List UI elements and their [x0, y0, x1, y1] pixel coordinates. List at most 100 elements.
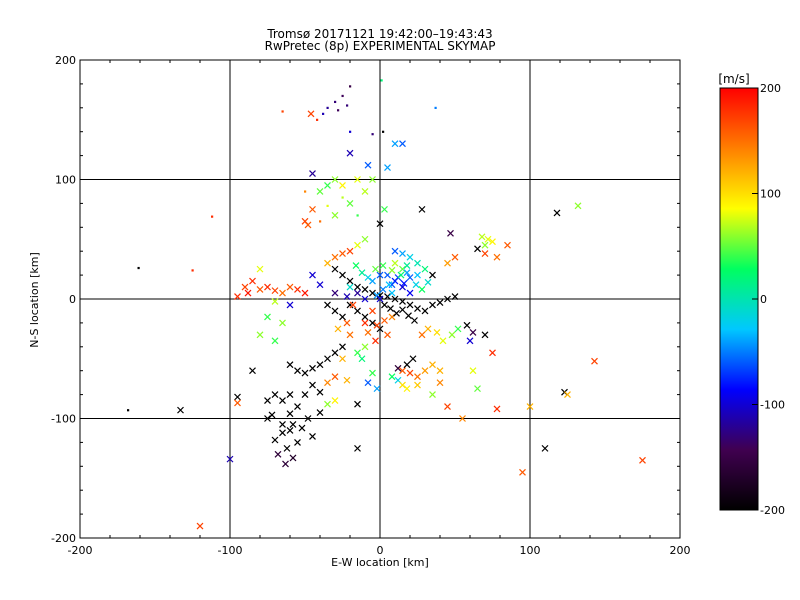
data-point-x	[444, 259, 451, 267]
data-point-x	[301, 289, 309, 297]
data-point-dot	[322, 112, 325, 115]
data-point-x	[234, 293, 241, 301]
data-point-x	[361, 343, 369, 351]
y-axis-ticks: -200 -100 0 100 200	[51, 54, 680, 545]
data-point-x	[331, 397, 339, 404]
data-point-dot	[341, 196, 344, 199]
data-point-x	[406, 369, 414, 377]
data-point-x	[343, 376, 351, 384]
colorbar-ticks: 200 100 0 -100 -200	[752, 82, 785, 517]
data-point-dot	[326, 204, 329, 207]
data-point-x	[399, 306, 406, 314]
data-point-x	[369, 176, 376, 183]
data-point-x	[352, 262, 360, 269]
data-point-x	[414, 381, 421, 389]
data-point-x	[388, 281, 396, 289]
data-point-x	[249, 277, 256, 285]
data-point-x	[429, 271, 436, 279]
data-point-x	[400, 280, 408, 287]
x-tick-label: 200	[670, 544, 691, 557]
data-point-x	[429, 391, 436, 399]
data-point-x	[394, 364, 402, 372]
data-point-x	[354, 349, 361, 357]
data-point-dot	[380, 79, 383, 82]
data-point-dot	[346, 104, 349, 107]
data-point-dot	[319, 220, 322, 223]
data-point-x	[409, 355, 417, 363]
x-axis-ticks: -200 -100 0 100 200	[68, 60, 691, 557]
data-point-x	[493, 405, 501, 413]
data-point-x	[454, 325, 462, 333]
data-point-x	[331, 349, 339, 357]
data-point-x	[481, 331, 489, 339]
data-point-x	[349, 301, 357, 309]
data-point-dot	[326, 106, 329, 109]
data-point-x	[309, 381, 316, 389]
y-tick-label: 100	[55, 174, 76, 187]
data-point-x	[316, 281, 324, 289]
data-point-x	[379, 262, 387, 269]
data-point-x	[286, 410, 294, 418]
y-tick-label: -200	[51, 532, 76, 545]
data-point-x	[354, 176, 361, 183]
data-point-x	[361, 319, 369, 327]
data-point-x	[639, 456, 646, 464]
data-point-x	[346, 199, 354, 207]
data-point-x	[481, 241, 489, 249]
y-tick-label: 0	[69, 293, 76, 306]
data-point-x	[316, 388, 324, 396]
data-point-x	[241, 283, 249, 291]
data-point-x	[361, 313, 369, 321]
data-point-x	[304, 221, 312, 229]
x-tick-label: -200	[68, 544, 93, 557]
data-point-x	[364, 161, 372, 169]
data-point-x	[279, 421, 286, 428]
data-point-x	[289, 421, 297, 428]
data-point-x	[346, 247, 354, 255]
data-point-x	[177, 406, 184, 414]
x-tick-label: -100	[218, 544, 243, 557]
data-point-x	[309, 205, 316, 213]
data-point-x	[244, 289, 252, 297]
data-point-x	[403, 269, 411, 277]
data-point-dot	[337, 109, 340, 112]
data-point-x	[466, 337, 474, 345]
data-point-x	[316, 409, 324, 416]
data-point-x	[354, 444, 361, 452]
data-point-x	[526, 403, 534, 410]
data-point-x	[256, 265, 264, 273]
data-point-x	[469, 329, 477, 336]
data-point-dot	[356, 214, 359, 217]
data-point-x	[346, 331, 354, 339]
data-point-x	[376, 220, 384, 228]
data-point-x	[384, 164, 391, 171]
data-point-x	[286, 361, 294, 369]
data-point-x	[294, 438, 301, 446]
data-point-x	[358, 269, 366, 277]
data-point-x	[414, 373, 421, 381]
data-point-x	[372, 337, 379, 345]
data-point-x	[354, 400, 361, 408]
data-point-x	[286, 283, 294, 291]
data-point-x	[474, 245, 481, 253]
data-point-x	[309, 271, 316, 279]
data-point-x	[324, 379, 331, 387]
data-point-x	[339, 250, 346, 258]
data-point-x	[399, 297, 406, 305]
data-point-x	[372, 265, 379, 273]
data-point-x	[264, 397, 271, 404]
data-point-x	[421, 307, 429, 315]
data-point-x	[339, 313, 346, 321]
data-point-x	[331, 289, 339, 297]
data-point-x	[381, 317, 388, 324]
data-point-dot	[304, 190, 307, 193]
data-point-x	[361, 188, 369, 195]
data-point-x	[406, 301, 414, 309]
data-point-x	[268, 411, 276, 419]
data-point-dot	[191, 269, 194, 272]
x-axis-label: E-W location [km]	[331, 556, 429, 569]
data-point-x	[424, 325, 432, 333]
data-point-x	[331, 265, 339, 273]
data-point-x	[448, 331, 456, 339]
data-point-x	[418, 331, 426, 339]
